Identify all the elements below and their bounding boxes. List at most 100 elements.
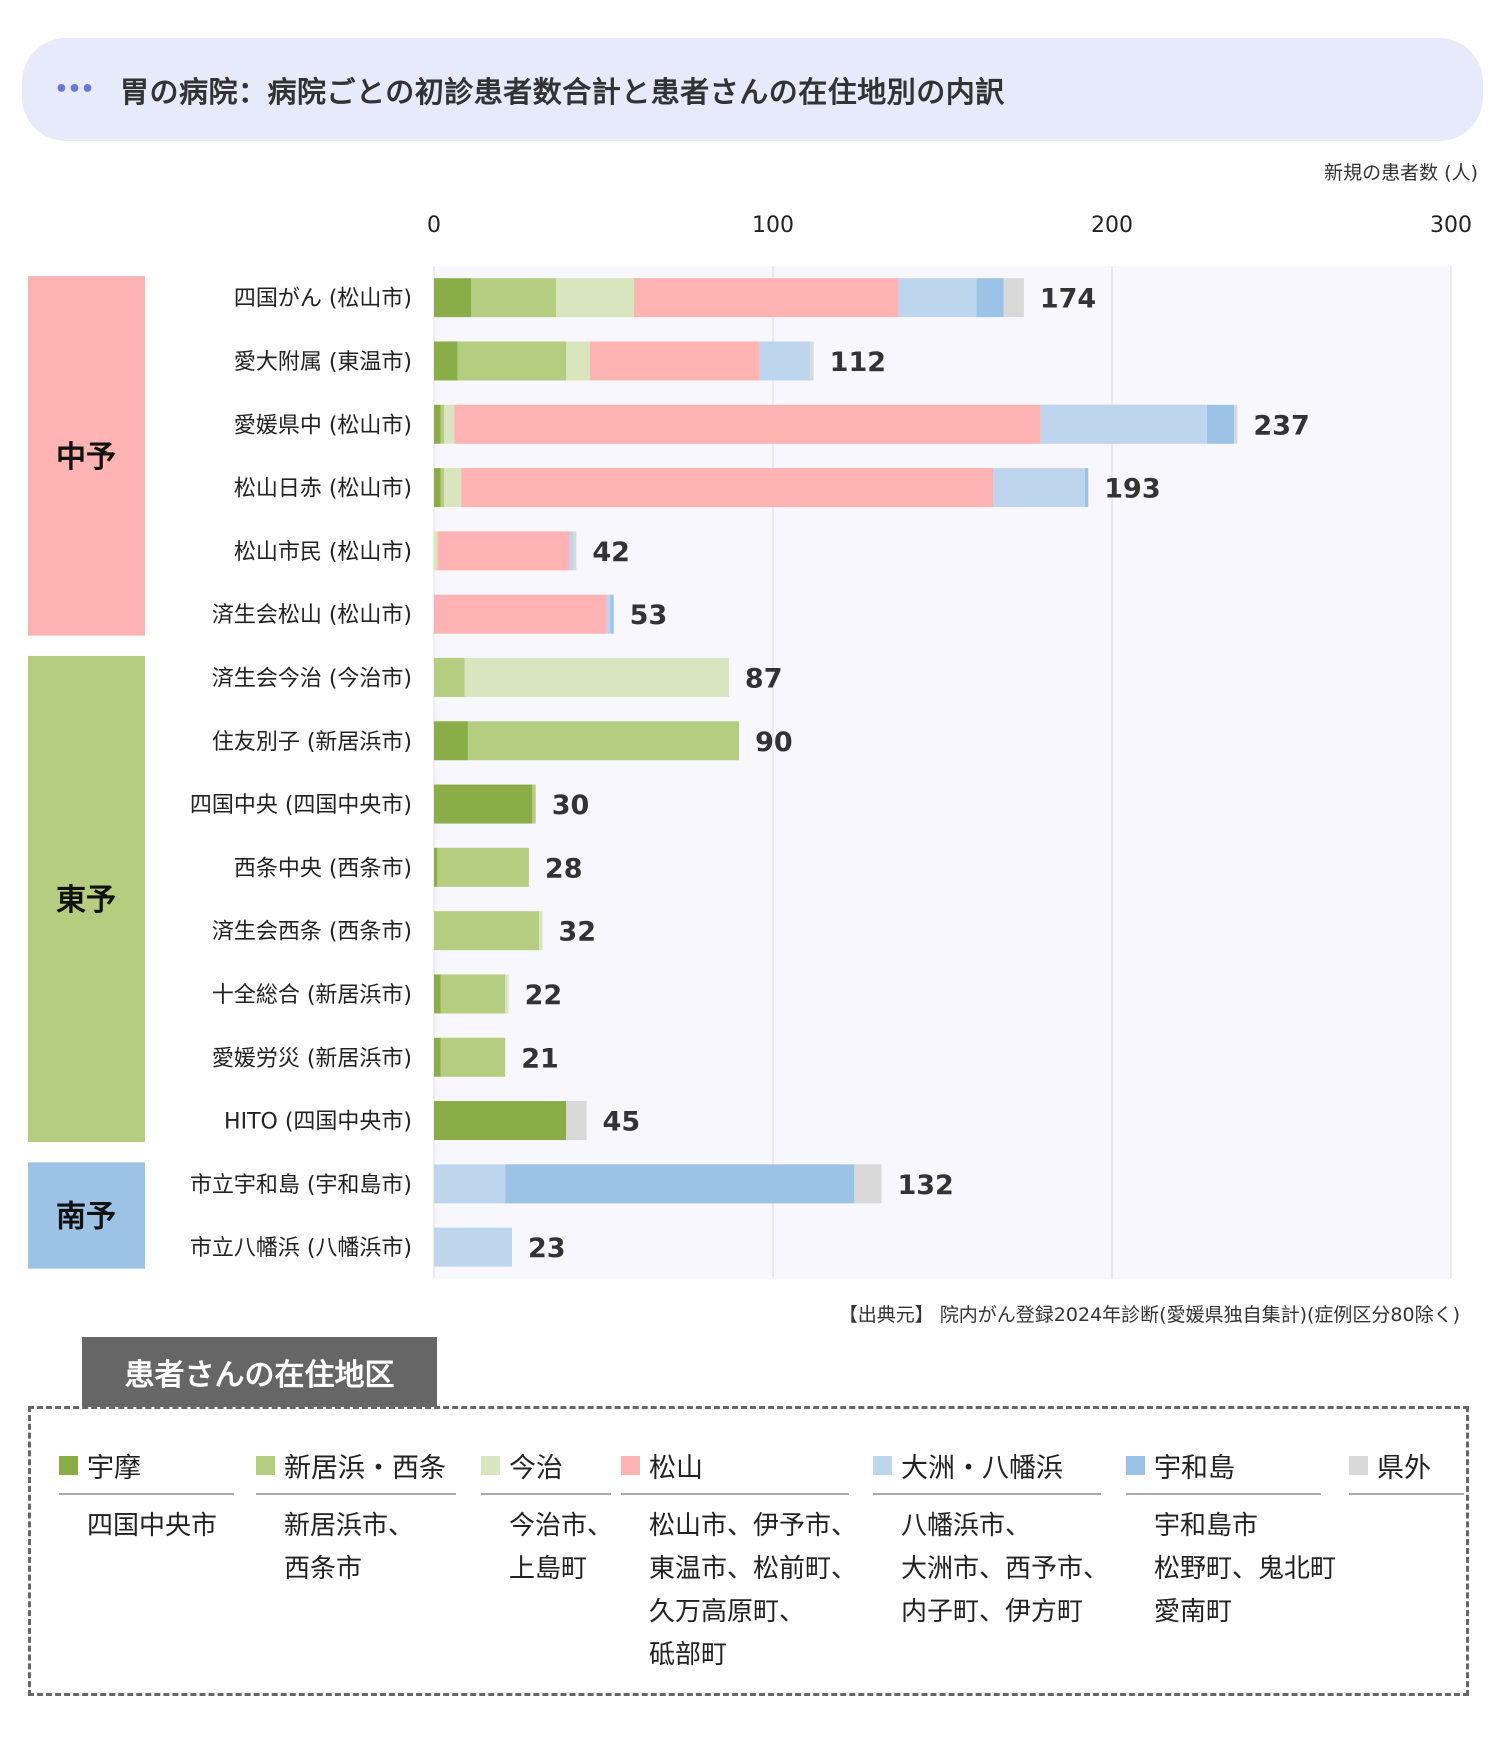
total-label: 21 xyxy=(521,1043,559,1074)
region-label: 南予 xyxy=(56,1200,116,1235)
bar-segment xyxy=(572,531,577,571)
legend-area-line: 松山市、伊予市、 xyxy=(649,1511,858,1541)
legend-swatch xyxy=(1126,1456,1145,1475)
total-label: 45 xyxy=(603,1107,641,1138)
hospital-label: 四国中央 (四国中央市) xyxy=(190,793,412,818)
legend-item-header: 県外 xyxy=(1349,1446,1464,1495)
legend-area-line: 松野町、鬼北町 xyxy=(1154,1554,1337,1584)
legend-swatch xyxy=(873,1456,892,1475)
bar-segment xyxy=(556,278,635,318)
legend-item: 宇和島 宇和島市 松野町、鬼北町 愛南町 xyxy=(1126,1446,1337,1634)
total-label: 112 xyxy=(830,347,886,378)
hospital-label: 四国がん (松山市) xyxy=(234,287,412,312)
legend-title: 患者さんの在住地区 xyxy=(82,1337,437,1407)
hospital-label: 十全総合 (新居浜市) xyxy=(212,983,412,1008)
region-block xyxy=(28,1162,145,1269)
legend-swatch xyxy=(481,1456,500,1475)
bar-segment xyxy=(434,1164,506,1204)
hospital-label: 西条中央 (西条市) xyxy=(234,856,412,881)
legend-item: 新居浜・西条新居浜市、 西条市 xyxy=(256,1446,456,1591)
total-label: 30 xyxy=(552,790,590,821)
region-label: 中予 xyxy=(56,440,116,475)
x-tick-label: 100 xyxy=(752,213,794,238)
more-dots-icon: ••• xyxy=(54,77,94,102)
hospital-label: HITO (四国中央市) xyxy=(224,1110,412,1135)
legend-item-areas: 四国中央市 xyxy=(59,1505,234,1548)
bar-segment xyxy=(759,341,811,381)
x-tick-label: 300 xyxy=(1430,213,1472,238)
bar-segment xyxy=(1040,404,1207,444)
bar-segment xyxy=(434,531,438,571)
bar-segment xyxy=(434,468,441,508)
legend-item-label: 新居浜・西条 xyxy=(284,1453,446,1484)
bar-segment xyxy=(1003,278,1024,318)
total-label: 53 xyxy=(630,600,668,631)
legend-swatch xyxy=(621,1456,640,1475)
bar-segment xyxy=(454,404,1041,444)
legend-item: 県外 xyxy=(1349,1446,1464,1505)
legend-area-line: 上島町 xyxy=(509,1554,588,1584)
legend-item-header: 大洲・八幡浜 xyxy=(873,1446,1101,1495)
unit-label: 新規の患者数 (人) xyxy=(1324,162,1478,184)
bar-segment xyxy=(589,341,760,381)
total-label: 32 xyxy=(558,917,596,948)
x-tick-label: 0 xyxy=(427,213,441,238)
legend-item-areas: 宇和島市松野町、鬼北町 愛南町 xyxy=(1126,1505,1337,1634)
bar-segment xyxy=(606,594,611,634)
legend-item-areas: 今治市、 上島町 xyxy=(481,1505,613,1591)
bar-segment xyxy=(434,278,472,318)
bar-segment xyxy=(569,531,573,571)
legend-item-areas: 新居浜市、 西条市 xyxy=(256,1505,456,1591)
bar-segment xyxy=(434,341,458,381)
legend-item-header: 今治 xyxy=(481,1446,611,1495)
legend-item-label: 松山 xyxy=(649,1453,703,1484)
hospital-label: 愛媛労災 (新居浜市) xyxy=(212,1046,412,1071)
legend-item: 宇摩四国中央市 xyxy=(59,1446,234,1548)
hospital-label: 済生会西条 (西条市) xyxy=(212,920,412,945)
x-tick-label: 200 xyxy=(1091,213,1133,238)
total-label: 87 xyxy=(745,663,783,694)
legend-area-line: 砥部町 xyxy=(649,1640,728,1670)
bar-segment xyxy=(434,1037,441,1077)
bar-segment xyxy=(1206,404,1235,444)
region-block xyxy=(28,276,145,636)
legend-box: 宇摩 四国中央市 新居浜・西条 新居浜市、 西条市 今治 今治市、 上島町 松山 松山市、伊予市、… xyxy=(28,1406,1469,1696)
bar-segment xyxy=(440,468,445,508)
bar-segment xyxy=(505,1164,855,1204)
legend-area-line: 久万高原町、 xyxy=(649,1597,806,1627)
legend-item-header: 宇摩 xyxy=(59,1446,234,1495)
bar-segment xyxy=(461,468,994,508)
hospital-label: 松山日赤 (松山市) xyxy=(234,477,412,502)
legend-area-line: 愛南町 xyxy=(1154,1597,1233,1627)
bar-segment xyxy=(976,278,1004,318)
total-label: 28 xyxy=(545,853,583,884)
legend-item-areas: 松山市、伊予市、 東温市、松前町、 久万高原町、 砥部町 xyxy=(621,1505,858,1677)
bar-segment xyxy=(434,404,441,444)
legend-swatch xyxy=(59,1456,78,1475)
hospital-label: 愛大附属 (東温市) xyxy=(234,350,412,375)
bar-segment xyxy=(505,974,509,1014)
bar-segment xyxy=(437,847,529,887)
legend-area-line: 宇和島市 xyxy=(1154,1511,1259,1541)
legend-area-line: 東温市、松前町、 xyxy=(649,1554,858,1584)
hospital-label: 住友別子 (新居浜市) xyxy=(212,730,412,755)
bar-segment xyxy=(434,657,465,697)
bar-segment xyxy=(532,784,536,824)
bar-segment xyxy=(444,468,462,508)
bar-segment xyxy=(434,974,441,1014)
bar-segment xyxy=(566,341,590,381)
bar-segment xyxy=(810,341,814,381)
bar-segment xyxy=(467,721,740,761)
legend-item-header: 松山 xyxy=(621,1446,849,1495)
bar-segment xyxy=(434,911,540,951)
bar-segment xyxy=(434,1101,567,1141)
legend-item-label: 県外 xyxy=(1377,1453,1431,1484)
hospital-label: 済生会今治 (今治市) xyxy=(212,666,412,691)
bar-segment xyxy=(610,594,614,634)
legend-swatch xyxy=(256,1456,275,1475)
legend-item-label: 宇摩 xyxy=(87,1453,141,1484)
total-label: 22 xyxy=(525,980,563,1011)
bar-segment xyxy=(440,1037,506,1077)
total-label: 237 xyxy=(1253,410,1309,441)
hospital-label: 市立八幡浜 (八幡浜市) xyxy=(190,1236,412,1261)
